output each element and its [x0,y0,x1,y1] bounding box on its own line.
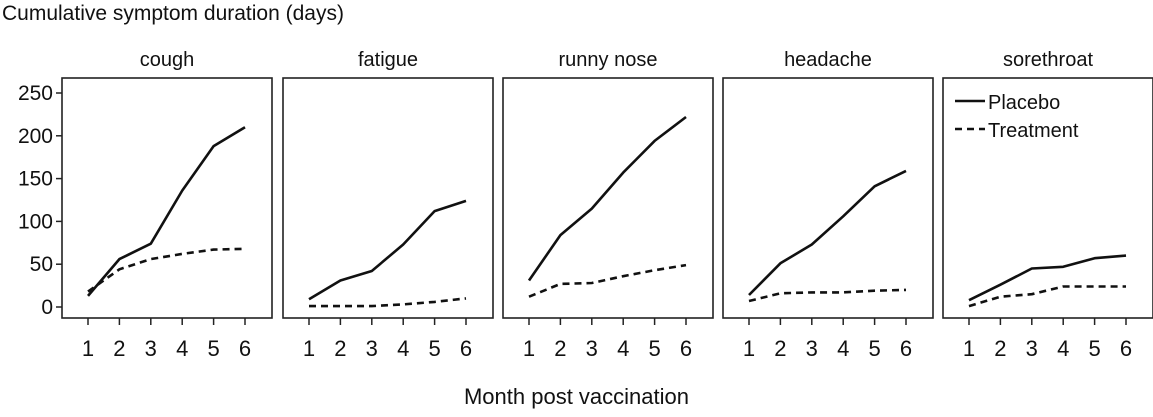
x-tick-label: 2 [113,336,125,361]
x-tick-label: 3 [145,336,157,361]
series-line-treatment [968,285,1126,308]
y-tick-label: 100 [18,210,53,233]
x-tick-label: 1 [963,336,975,361]
panel-title: fatigue [358,49,418,71]
x-tick-label: 5 [428,336,440,361]
panel-frame [502,77,714,319]
x-tick-label: 6 [460,336,472,361]
x-tick-label: 4 [176,336,188,361]
x-tick-label: 5 [207,336,219,361]
x-tick-label: 1 [82,336,94,361]
panel-title: runny nose [559,49,658,71]
x-tick-label: 2 [554,336,566,361]
x-tick-label: 2 [774,336,786,361]
series-line-placebo [527,115,687,282]
x-tick-label: 4 [1057,336,1069,361]
x-tick-label: 5 [1088,336,1100,361]
x-tick-label: 5 [648,336,660,361]
legend-label: Treatment [988,120,1079,142]
x-tick-label: 1 [743,336,755,361]
x-tick-label: 6 [680,336,692,361]
x-tick-label: 4 [397,336,409,361]
chart-title: Cumulative symptom duration (days) [2,2,344,25]
x-tick-label: 6 [900,336,912,361]
series-line-treatment [528,263,687,298]
x-tick-label: 2 [334,336,346,361]
panel-frame [61,77,273,319]
x-tick-label: 3 [806,336,818,361]
y-tick-label: 0 [41,296,53,319]
series-line-treatment [87,247,246,293]
x-tick-label: 6 [239,336,251,361]
x-tick-label: 3 [1026,336,1038,361]
x-tick-label: 1 [523,336,535,361]
x-tick-label: 4 [837,336,849,361]
series-line-treatment [748,288,907,303]
series-line-placebo [87,126,246,297]
x-tick-label: 3 [366,336,378,361]
y-tick-label: 150 [18,168,53,191]
y-tick-label: 250 [18,82,53,105]
x-tick-label: 5 [868,336,880,361]
series-line-treatment [309,297,467,308]
panel-frame [942,77,1153,319]
panel-title: sorethroat [1003,49,1093,71]
panel-frame [722,77,934,319]
y-tick-label: 200 [18,125,53,148]
x-tick-label: 4 [617,336,629,361]
x-tick-label: 6 [1120,336,1132,361]
x-axis-label: Month post vaccination [463,384,690,409]
legend-label: Placebo [988,92,1060,114]
series-line-placebo [308,199,467,301]
x-tick-label: 1 [303,336,315,361]
panel-title: cough [140,49,195,71]
series-line-placebo [748,169,907,296]
series-line-placebo [968,254,1127,302]
panel-title: headache [784,49,872,71]
y-tick-label: 50 [30,253,53,276]
panel-frame [282,77,494,319]
x-tick-label: 3 [586,336,598,361]
x-tick-label: 2 [994,336,1006,361]
